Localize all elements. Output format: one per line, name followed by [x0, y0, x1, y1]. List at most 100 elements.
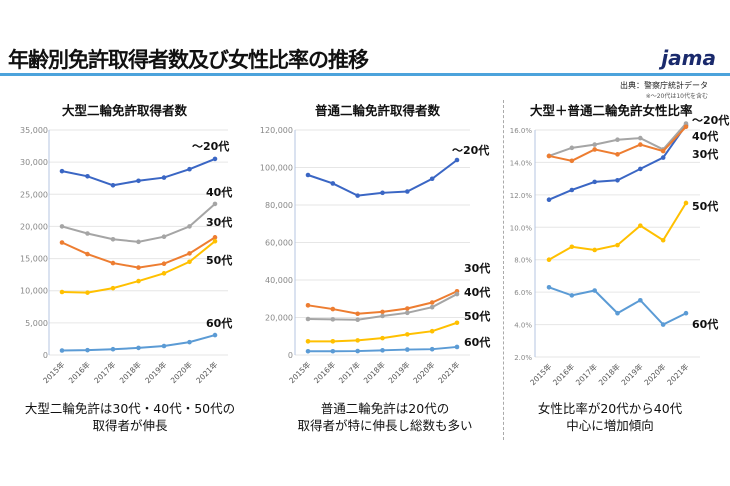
- y-tick-label: 20,000: [20, 222, 48, 231]
- y-tick-label: 0: [288, 351, 293, 360]
- data-point: [592, 147, 597, 152]
- data-point: [136, 239, 141, 245]
- y-tick-label: 4.0%: [514, 322, 532, 330]
- series-label: 60代: [206, 316, 232, 330]
- page-title: 年齢別免許取得者数及び女性比率の推移: [8, 48, 369, 72]
- data-point: [212, 235, 218, 240]
- data-point: [660, 322, 666, 327]
- data-point: [330, 181, 336, 186]
- data-point: [380, 309, 385, 315]
- x-tick-label: 2017年: [573, 361, 599, 387]
- data-point: [355, 311, 360, 317]
- data-point: [355, 338, 360, 343]
- data-point: [660, 237, 666, 243]
- data-point: [429, 304, 435, 310]
- footnote: ※～20代は10代を含む: [645, 93, 708, 100]
- data-point: [592, 179, 597, 185]
- data-point: [59, 168, 65, 174]
- series-label: ～20代: [692, 113, 729, 127]
- data-point: [187, 259, 192, 265]
- data-point: [85, 251, 90, 257]
- data-point: [110, 260, 116, 266]
- data-point: [59, 289, 65, 295]
- data-point: [405, 347, 410, 352]
- y-tick-label: 10,000: [20, 287, 48, 296]
- source-text: 出典：警察庁統計データ: [620, 81, 708, 90]
- data-point: [683, 121, 689, 126]
- data-point: [305, 303, 311, 308]
- data-point: [187, 339, 192, 345]
- data-point: [85, 347, 90, 353]
- data-point: [405, 332, 410, 337]
- y-tick-label: 6.0%: [514, 289, 532, 297]
- series-label: 30代: [206, 215, 232, 229]
- x-tick-label: 2017年: [336, 359, 362, 385]
- y-tick-label: 60,000: [265, 239, 293, 248]
- data-point: [429, 300, 435, 305]
- source-note: 出典：警察庁統計データ ※～20代は10代を含む: [620, 80, 708, 100]
- series-label: 50代: [692, 199, 718, 213]
- x-tick-label: 2015年: [528, 361, 554, 387]
- y-tick-label: 12.0%: [510, 192, 533, 200]
- data-point: [546, 197, 552, 203]
- data-point: [212, 332, 218, 338]
- data-point: [683, 124, 689, 130]
- data-point: [683, 310, 689, 316]
- y-tick-label: 0: [43, 351, 48, 360]
- data-point: [59, 240, 65, 245]
- x-tick-label: 2021年: [194, 359, 220, 385]
- y-tick-label: 20,000: [265, 314, 293, 323]
- data-point: [305, 316, 311, 322]
- data-point: [330, 348, 336, 354]
- series-label: 60代: [692, 317, 718, 331]
- data-point: [546, 257, 552, 263]
- data-point: [454, 157, 460, 163]
- data-point: [85, 173, 90, 179]
- data-point: [660, 155, 666, 160]
- data-point: [305, 172, 311, 178]
- x-tick-label: 2018年: [361, 359, 387, 385]
- x-tick-label: 2016年: [311, 359, 337, 385]
- data-point: [355, 348, 360, 354]
- data-point: [615, 242, 620, 248]
- data-point: [380, 348, 385, 353]
- chart3-title: 大型＋普通二輪免許女性比率: [530, 103, 693, 118]
- series-label: ～20代: [192, 139, 229, 153]
- caption-line: 女性比率が20代から40代: [537, 401, 683, 416]
- y-tick-label: 35,000: [20, 126, 48, 135]
- y-tick-label: 25,000: [20, 190, 48, 199]
- x-tick-label: 2021年: [665, 361, 691, 387]
- data-point: [569, 187, 575, 193]
- x-tick-label: 2015年: [41, 359, 67, 385]
- y-tick-label: 10.0%: [510, 224, 533, 232]
- data-point: [592, 247, 597, 253]
- data-point: [405, 189, 410, 194]
- y-tick-label: 2.0%: [514, 354, 532, 362]
- data-point: [110, 236, 116, 242]
- data-point: [330, 339, 336, 344]
- x-tick-label: 2017年: [92, 359, 118, 385]
- data-point: [161, 175, 167, 180]
- x-tick-label: 2021年: [436, 359, 462, 385]
- data-point: [187, 224, 192, 229]
- x-tick-label: 2015年: [287, 359, 313, 385]
- series-line-40: [61, 203, 216, 243]
- series-label: 50代: [464, 309, 490, 323]
- data-point: [638, 223, 643, 228]
- data-point: [59, 348, 65, 353]
- data-point: [136, 265, 141, 270]
- x-tick-label: 2019年: [619, 361, 645, 387]
- title-rule: [0, 73, 730, 76]
- data-point: [638, 135, 643, 141]
- series-label: 30代: [692, 147, 718, 161]
- data-point: [110, 346, 116, 352]
- x-tick-label: 2020年: [642, 361, 668, 387]
- data-point: [355, 193, 360, 198]
- data-point: [380, 190, 385, 196]
- data-point: [380, 313, 385, 319]
- y-tick-label: 5,000: [25, 319, 48, 328]
- chart2-title: 普通二輪免許取得者数: [315, 103, 441, 118]
- series-label: 50代: [206, 253, 232, 267]
- caption-line: 普通二輪免許は20代の: [320, 401, 450, 416]
- y-tick-label: 80,000: [265, 201, 293, 210]
